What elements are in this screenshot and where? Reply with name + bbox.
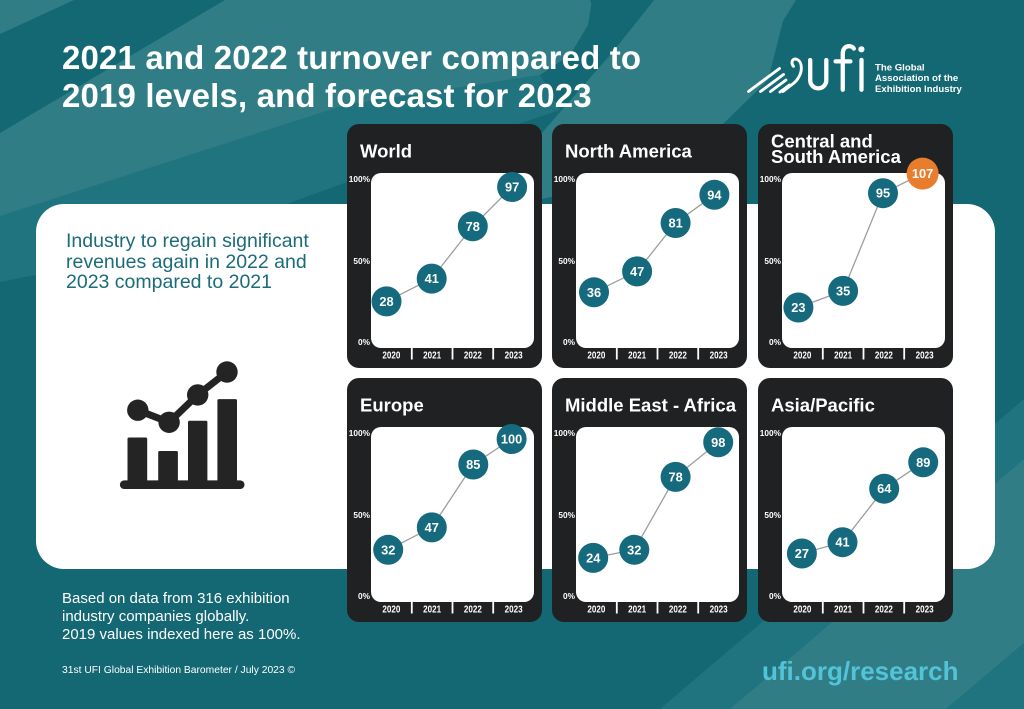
svg-text:27: 27 — [795, 546, 809, 561]
svg-text:0%: 0% — [358, 337, 371, 347]
svg-text:23: 23 — [791, 300, 805, 315]
svg-text:2021: 2021 — [628, 605, 646, 616]
svg-text:2021: 2021 — [423, 605, 441, 616]
svg-text:2020: 2020 — [793, 351, 811, 362]
svg-text:The Global: The Global — [875, 63, 925, 74]
svg-text:2023: 2023 — [505, 351, 523, 362]
svg-text:100%: 100% — [349, 428, 371, 438]
svg-text:78: 78 — [466, 219, 480, 234]
svg-text:2021: 2021 — [834, 351, 852, 362]
svg-text:2022: 2022 — [464, 605, 482, 616]
svg-text:World: World — [360, 141, 412, 162]
svg-text:Europe: Europe — [360, 395, 424, 416]
svg-text:100: 100 — [501, 432, 522, 447]
svg-text:78: 78 — [668, 469, 682, 484]
svg-text:2021: 2021 — [834, 605, 852, 616]
svg-text:2022: 2022 — [875, 351, 893, 362]
svg-text:2020: 2020 — [587, 351, 605, 362]
svg-text:24: 24 — [586, 550, 601, 565]
svg-text:2020: 2020 — [587, 605, 605, 616]
svg-text:50%: 50% — [764, 256, 781, 266]
svg-text:47: 47 — [630, 264, 644, 279]
svg-text:89: 89 — [916, 455, 930, 470]
svg-text:41: 41 — [425, 271, 439, 286]
svg-text:98: 98 — [711, 435, 725, 450]
svg-text:28: 28 — [379, 294, 393, 309]
svg-text:100%: 100% — [554, 428, 576, 438]
svg-text:97: 97 — [505, 180, 519, 195]
svg-text:2020: 2020 — [382, 605, 400, 616]
svg-text:2021: 2021 — [423, 351, 441, 362]
svg-text:2023: 2023 — [710, 605, 728, 616]
svg-text:50%: 50% — [764, 510, 781, 520]
svg-text:0%: 0% — [563, 591, 576, 601]
svg-text:South America: South America — [771, 146, 902, 167]
svg-text:100%: 100% — [760, 174, 782, 184]
svg-text:North America: North America — [565, 141, 693, 162]
svg-text:2023: 2023 — [916, 351, 934, 362]
svg-text:2022: 2022 — [669, 351, 687, 362]
svg-text:Middle East - Africa: Middle East - Africa — [565, 395, 737, 416]
svg-text:2023: 2023 — [916, 605, 934, 616]
svg-text:Central and: Central and — [771, 131, 873, 152]
svg-text:32: 32 — [627, 542, 641, 557]
svg-text:41: 41 — [835, 535, 849, 550]
svg-text:2020: 2020 — [793, 605, 811, 616]
svg-text:2022: 2022 — [875, 605, 893, 616]
svg-text:85: 85 — [466, 457, 480, 472]
svg-text:47: 47 — [425, 520, 439, 535]
svg-text:94: 94 — [707, 187, 722, 202]
svg-text:64: 64 — [877, 481, 892, 496]
svg-text:35: 35 — [836, 283, 850, 298]
svg-text:100%: 100% — [554, 174, 576, 184]
svg-text:50%: 50% — [558, 256, 575, 266]
svg-text:50%: 50% — [353, 256, 370, 266]
svg-text:0%: 0% — [563, 337, 576, 347]
svg-text:50%: 50% — [558, 510, 575, 520]
svg-text:36: 36 — [587, 285, 601, 300]
svg-text:95: 95 — [876, 186, 890, 201]
svg-text:Exhibition Industry: Exhibition Industry — [875, 84, 963, 95]
svg-text:0%: 0% — [769, 591, 782, 601]
svg-text:32: 32 — [381, 542, 395, 557]
svg-text:0%: 0% — [358, 591, 371, 601]
svg-text:50%: 50% — [353, 510, 370, 520]
svg-text:2020: 2020 — [382, 351, 400, 362]
svg-text:100%: 100% — [349, 174, 371, 184]
svg-text:Association of the: Association of the — [875, 73, 958, 84]
svg-text:100%: 100% — [760, 428, 782, 438]
svg-text:81: 81 — [668, 216, 682, 231]
svg-text:2023: 2023 — [505, 605, 523, 616]
svg-text:2022: 2022 — [669, 605, 687, 616]
svg-text:107: 107 — [912, 166, 933, 181]
svg-text:0%: 0% — [769, 337, 782, 347]
svg-text:2021: 2021 — [628, 351, 646, 362]
svg-text:2023: 2023 — [710, 351, 728, 362]
svg-text:Asia/Pacific: Asia/Pacific — [771, 395, 875, 416]
svg-text:2022: 2022 — [464, 351, 482, 362]
